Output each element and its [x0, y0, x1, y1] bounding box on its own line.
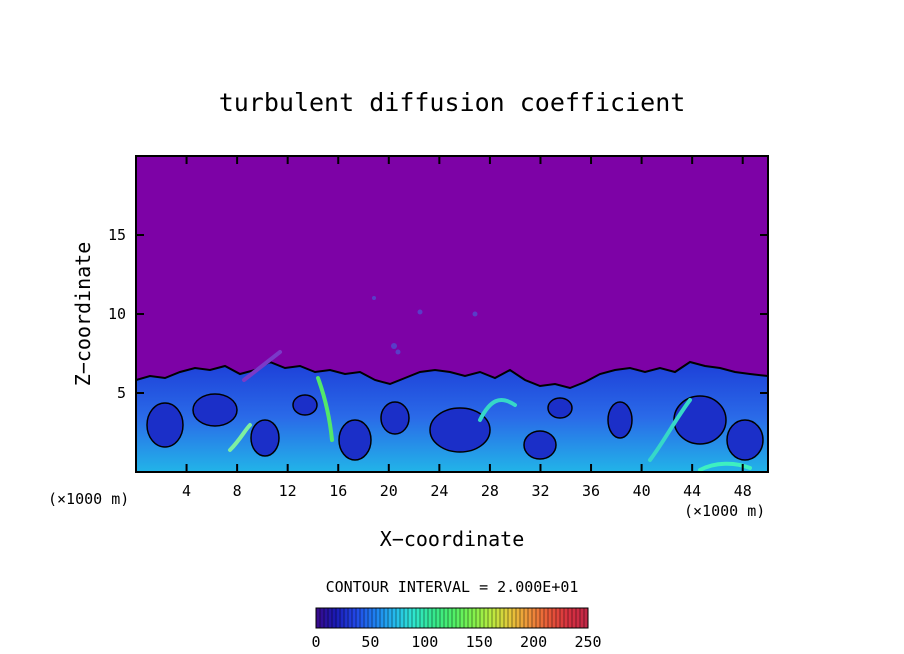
- colorbar-tick-label: 200: [520, 633, 547, 651]
- y-axis-ticks: 5 10 15: [108, 226, 768, 402]
- y-tick-label: 15: [108, 226, 126, 244]
- colorbar-tick-label: 100: [411, 633, 438, 651]
- colorbar-tick-label: 150: [466, 633, 493, 651]
- x-tick-label: 32: [531, 482, 549, 500]
- chart-title: turbulent diffusion coefficient: [219, 88, 686, 117]
- x-tick-label: 28: [481, 482, 499, 500]
- x-tick-label: 44: [683, 482, 701, 500]
- x-axis-unit-left: (×1000 m): [48, 490, 129, 508]
- x-tick-label: 8: [233, 482, 242, 500]
- turbulent-layer: [136, 296, 768, 472]
- x-tick-label: 20: [380, 482, 398, 500]
- x-tick-label: 12: [279, 482, 297, 500]
- colorbar-ticks: 0 50 100 150 200 250: [311, 633, 601, 651]
- x-tick-label: 48: [734, 482, 752, 500]
- high-diffusion-streaks: [228, 350, 752, 472]
- colorbar-tick-label: 0: [311, 633, 320, 651]
- y-tick-label: 5: [117, 384, 126, 402]
- colorbar-stripes: [319, 608, 585, 628]
- x-axis-label: X−coordinate: [380, 527, 525, 551]
- x-axis-ticks: 4 8 12 16 20 24 28 32 36 40 44 48: [182, 156, 752, 500]
- x-tick-label: 40: [633, 482, 651, 500]
- x-tick-label: 36: [582, 482, 600, 500]
- y-axis-label: Z−coordinate: [71, 242, 95, 387]
- x-tick-label: 24: [430, 482, 448, 500]
- vortex-cells: [146, 393, 764, 461]
- x-tick-label: 4: [182, 482, 191, 500]
- plot-area: [136, 156, 768, 472]
- y-tick-label: 10: [108, 305, 126, 323]
- x-tick-label: 16: [329, 482, 347, 500]
- x-axis-unit-right: (×1000 m): [684, 502, 765, 520]
- contour-interval-label: CONTOUR INTERVAL = 2.000E+01: [326, 578, 579, 596]
- colorbar-tick-label: 250: [574, 633, 601, 651]
- scattered-blobs: [372, 296, 478, 355]
- colorbar-tick-label: 50: [361, 633, 379, 651]
- colorbar: 0 50 100 150 200 250: [311, 607, 602, 651]
